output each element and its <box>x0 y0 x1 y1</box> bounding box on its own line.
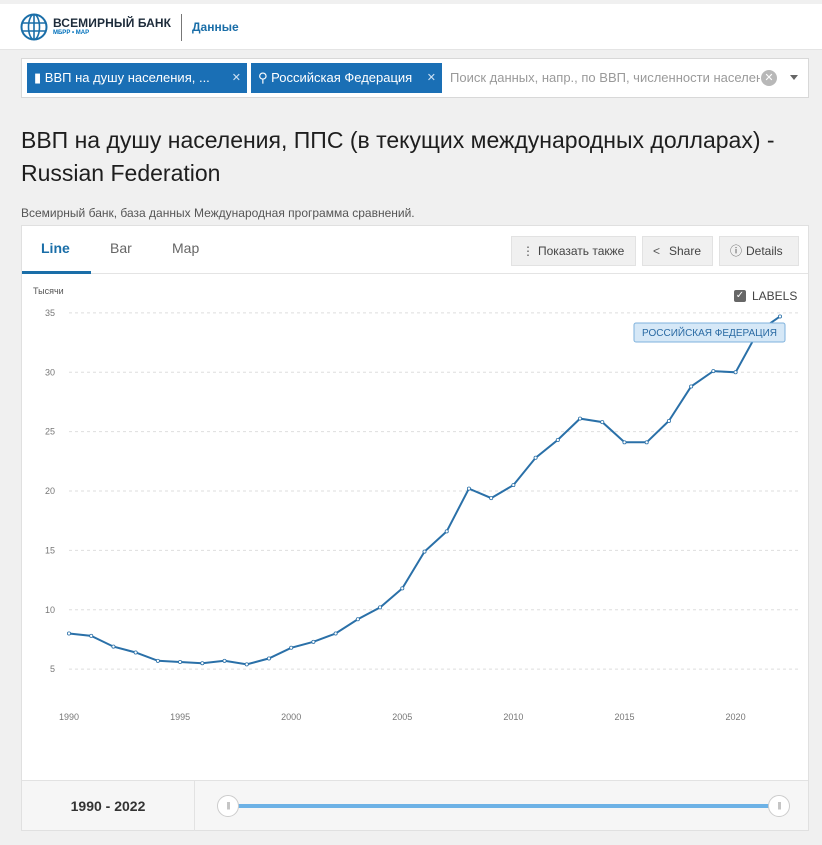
globe-icon <box>20 13 48 41</box>
data-point <box>778 314 783 319</box>
range-footer: 1990 - 2022 ||| ||| <box>22 780 808 831</box>
data-point <box>578 416 583 421</box>
country-chip[interactable]: ⚲ Российская Федерация ✕ <box>251 63 442 93</box>
y-tick-label: 5 <box>50 664 55 674</box>
series-label-box <box>633 322 786 343</box>
x-tick-label: 2010 <box>503 712 523 722</box>
remove-indicator-icon[interactable]: ✕ <box>231 72 241 84</box>
info-icon: ⓘ <box>730 244 743 258</box>
site-header: ВСЕМИРНЫЙ БАНК МБРР • МАР Данные <box>0 4 822 50</box>
data-point <box>200 661 205 666</box>
x-tick-label: 2015 <box>614 712 634 722</box>
x-tick-label: 1995 <box>170 712 190 722</box>
data-point <box>311 639 316 644</box>
data-point <box>266 656 271 661</box>
data-link[interactable]: Данные <box>192 20 239 34</box>
bank-name: ВСЕМИРНЫЙ БАНК <box>53 16 172 30</box>
y-axis-title: Тысячи <box>33 286 64 296</box>
active-tab-indicator <box>22 271 91 274</box>
data-point <box>466 486 471 491</box>
data-point <box>533 455 538 460</box>
data-point <box>444 529 449 534</box>
data-point <box>355 617 360 622</box>
search-bar[interactable]: ▮ ВВП на душу населения, ... ✕ ⚲ Российс… <box>21 58 809 98</box>
remove-country-icon[interactable]: ✕ <box>426 72 436 84</box>
x-tick-label: 2005 <box>392 712 412 722</box>
y-tick-label: 30 <box>45 367 55 377</box>
year-range-label: 1990 - 2022 <box>22 781 195 831</box>
page-title: ВВП на душу населения, ППС (в текущих ме… <box>21 127 775 186</box>
range-start-handle[interactable]: ||| <box>217 795 239 817</box>
details-label: Details <box>746 244 783 258</box>
location-pin-icon: ⚲ <box>258 70 268 85</box>
data-point <box>400 586 405 591</box>
share-label: Share <box>669 244 702 258</box>
y-tick-label: 10 <box>45 605 55 615</box>
series-label: РОССИЙСКАЯ ФЕДЕРАЦИЯ <box>642 326 777 339</box>
chart-tabs: Line Bar Map ⋮ Показать также < Share ⓘ … <box>22 226 808 274</box>
x-tick-label: 2020 <box>726 712 746 722</box>
data-point <box>622 440 627 445</box>
tab-line[interactable]: Line <box>41 240 70 256</box>
range-slider-track[interactable] <box>227 804 779 808</box>
data-point <box>333 631 338 636</box>
data-source: Всемирный банк, база данных Международна… <box>21 206 415 220</box>
data-point <box>155 658 160 663</box>
checkbox-checked-icon[interactable]: ✓ <box>734 290 746 302</box>
data-point <box>733 370 738 375</box>
data-point <box>489 496 494 501</box>
bar-chart-icon: ▮ <box>34 70 42 85</box>
chevron-down-icon[interactable] <box>790 75 798 80</box>
y-tick-label: 20 <box>45 486 55 496</box>
show-also-button[interactable]: ⋮ Показать также <box>511 236 636 266</box>
data-point <box>178 659 183 664</box>
header-divider <box>181 14 182 41</box>
x-tick-label: 2000 <box>281 712 301 722</box>
x-tick-label: 1990 <box>59 712 79 722</box>
search-input[interactable]: Поиск данных, напр., по ВВП, численности… <box>450 70 760 85</box>
labels-toggle[interactable]: ✓ LABELS <box>734 289 797 303</box>
data-point <box>133 650 138 655</box>
details-button[interactable]: ⓘ Details <box>719 236 799 266</box>
data-point <box>644 440 649 445</box>
data-point <box>289 645 294 650</box>
data-point <box>600 420 605 425</box>
data-point <box>689 384 694 389</box>
data-point <box>511 483 516 488</box>
data-point <box>89 633 94 638</box>
y-tick-label: 15 <box>45 545 55 555</box>
data-point <box>222 658 227 663</box>
indicator-chip[interactable]: ▮ ВВП на душу населения, ... ✕ <box>27 63 247 93</box>
indicator-chip-label: ВВП на душу населения, ... <box>44 70 210 85</box>
data-point <box>244 662 249 667</box>
data-point <box>378 605 383 610</box>
share-icon: < <box>653 244 661 258</box>
data-point <box>67 631 72 636</box>
y-tick-label: 35 <box>45 308 55 318</box>
show-also-label: Показать также <box>538 244 625 258</box>
clear-search-icon[interactable]: ✕ <box>761 70 777 86</box>
line-chart: Тысячи 5 10 15 20 25 30 35 1990 1995 2000 2005 2010 2… <box>33 286 798 722</box>
more-vertical-icon: ⋮ <box>522 244 534 258</box>
chart-card: Line Bar Map ⋮ Показать также < Share ⓘ … <box>21 225 809 831</box>
tab-bar[interactable]: Bar <box>110 240 132 256</box>
share-button[interactable]: < Share <box>642 236 713 266</box>
country-chip-label: Российская Федерация <box>271 70 413 85</box>
labels-toggle-label: LABELS <box>752 289 798 303</box>
data-point <box>666 418 671 423</box>
range-end-handle[interactable]: ||| <box>768 795 790 817</box>
world-bank-logo[interactable]: ВСЕМИРНЫЙ БАНК МБРР • МАР <box>20 13 171 41</box>
y-tick-label: 25 <box>45 427 55 437</box>
series-line <box>68 315 781 666</box>
data-point <box>711 369 716 374</box>
bank-sub: МБРР • МАР <box>53 30 90 36</box>
data-point <box>555 437 560 442</box>
data-point <box>111 644 116 649</box>
tab-map[interactable]: Map <box>172 240 200 256</box>
data-point <box>422 549 427 554</box>
